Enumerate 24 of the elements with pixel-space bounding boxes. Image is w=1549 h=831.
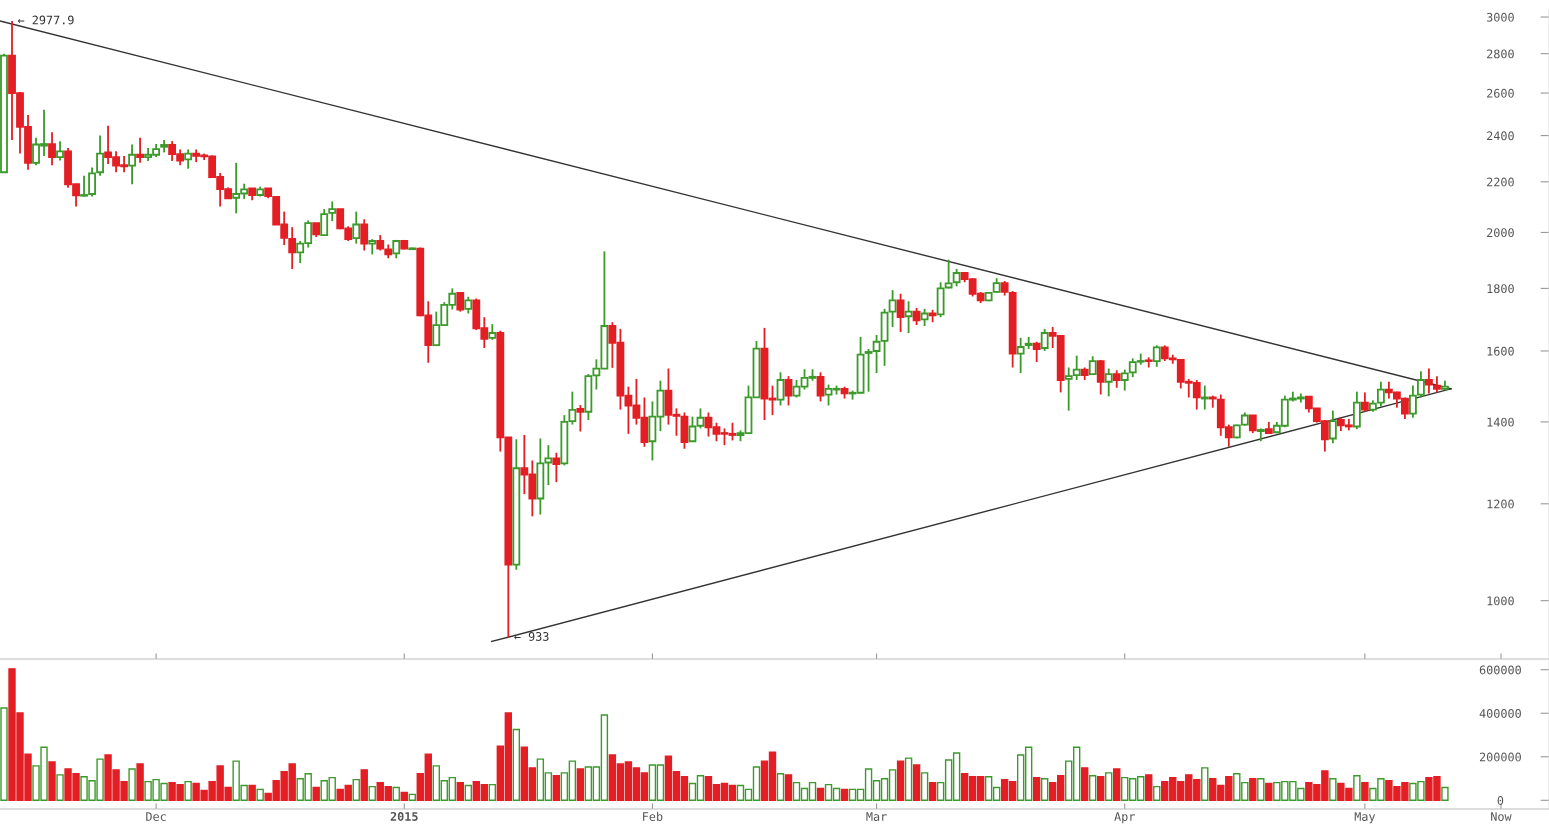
y-tick-label: 2400 — [1487, 131, 1514, 141]
y-tick-label: 200000 — [1479, 752, 1521, 762]
y-tick-label: 1400 — [1487, 417, 1514, 427]
annotation: ← 2977.9 — [17, 15, 74, 25]
y-tick-label: 400000 — [1479, 708, 1521, 718]
x-tick-label: May — [1354, 812, 1376, 824]
x-tick-label: 2015 — [390, 811, 418, 821]
y-tick-label: 1000 — [1487, 596, 1514, 606]
x-tick-label: Feb — [643, 811, 663, 821]
y-tick-label: 2200 — [1487, 177, 1514, 187]
y-tick-label: 3000 — [1486, 12, 1514, 22]
y-tick-label: 1200 — [1487, 499, 1514, 509]
y-tick-label: 1600 — [1487, 346, 1514, 356]
y-tick-label: 2000 — [1487, 228, 1514, 238]
y-tick-label: 1800 — [1487, 284, 1514, 294]
y-tick-label: 2800 — [1487, 49, 1514, 59]
y-tick-label: 0 — [1497, 796, 1504, 805]
annotation: ← 933 — [514, 632, 549, 641]
x-tick-label: Mar — [866, 812, 887, 821]
x-tick-label: Dec — [146, 812, 166, 821]
y-tick-label: 2600 — [1487, 88, 1514, 98]
x-tick-label: Apr — [1114, 812, 1135, 824]
x-tick-label: Now — [1491, 812, 1512, 821]
y-tick-label: 600000 — [1479, 665, 1521, 675]
